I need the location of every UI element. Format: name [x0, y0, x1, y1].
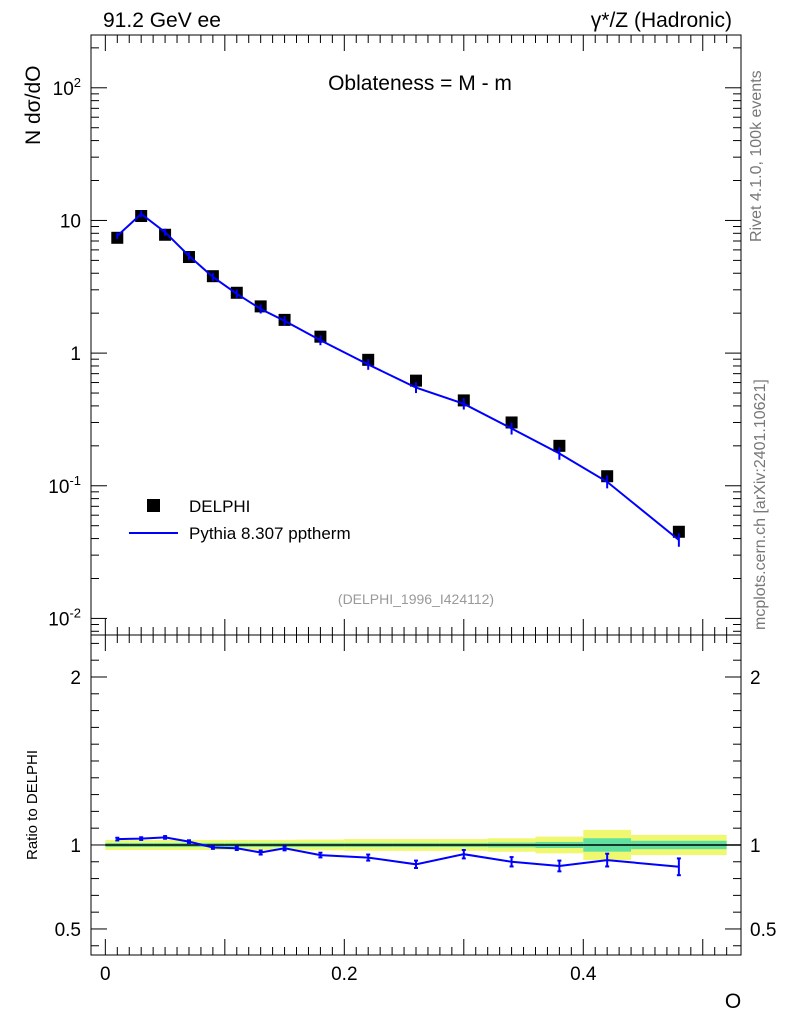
y-tick-label: 102	[53, 75, 81, 100]
ratio-line	[117, 836, 679, 868]
main-y-tick-labels: 10-2 10-1 1 10 102	[48, 75, 81, 631]
main-frame	[90, 34, 742, 636]
ratio-y-tick-label-left: 1	[70, 836, 81, 857]
header-right: γ*/Z (Hadronic)	[591, 9, 732, 32]
ratio-y-tick-label-left: 2	[70, 668, 81, 689]
x-tick-label: 0.4	[570, 964, 597, 985]
legend-data-label: DELPHI	[189, 497, 250, 516]
ratio-y-axis-label: Ratio to DELPHI	[24, 750, 41, 860]
ratio-panel: 0.5 0.5 1 1 2 2 0 0.2 0.4 Ratio to DELPHI O	[24, 634, 777, 1013]
legend-data-marker	[147, 499, 160, 512]
main-axis-ticks	[91, 35, 741, 635]
y-tick-label: 10-2	[48, 605, 81, 630]
analysis-watermark: (DELPHI_1996_I424112)	[338, 591, 494, 607]
header-left: 91.2 GeV ee	[103, 9, 221, 32]
y-tick-label: 10-1	[48, 473, 81, 498]
data-point	[553, 439, 566, 452]
legend-mc-label: Pythia 8.307 pptherm	[189, 524, 351, 543]
x-axis-label: O	[725, 990, 741, 1013]
ratio-y-tick-label-right: 1	[750, 836, 761, 857]
mc-line	[116, 212, 680, 541]
source-label: mcplots.cern.ch [arXiv:2401.10621]	[752, 379, 769, 630]
data-point	[410, 374, 422, 387]
x-tick-label: 0	[100, 964, 111, 985]
ratio-y-tick-label-right: 2	[750, 668, 761, 689]
y-tick-label: 10	[60, 211, 81, 232]
main-y-axis-label: N dσ/dO	[22, 66, 45, 146]
chart-title: Oblateness = M - m	[328, 72, 512, 95]
main-series	[111, 210, 685, 547]
ratio-series	[105, 835, 741, 877]
x-tick-label: 0.2	[331, 964, 357, 985]
ratio-tick-labels: 0.5 0.5 1 1 2 2 0 0.2 0.4	[55, 668, 777, 985]
ratio-frame	[90, 634, 742, 956]
ratio-axis-ticks	[91, 635, 741, 955]
main-panel: 10-2 10-1 1 10 102 Oblateness = M - m N dσ/d…	[22, 34, 742, 636]
ratio-y-tick-label-left: 0.5	[55, 920, 81, 941]
events-label: Rivet 4.1.0, 100k events	[748, 70, 765, 242]
y-tick-label: 1	[70, 344, 81, 365]
legend: DELPHI Pythia 8.307 pptherm	[129, 497, 351, 543]
ratio-y-tick-label-right: 0.5	[750, 920, 776, 941]
data-point	[672, 525, 685, 538]
data-point	[505, 416, 518, 429]
